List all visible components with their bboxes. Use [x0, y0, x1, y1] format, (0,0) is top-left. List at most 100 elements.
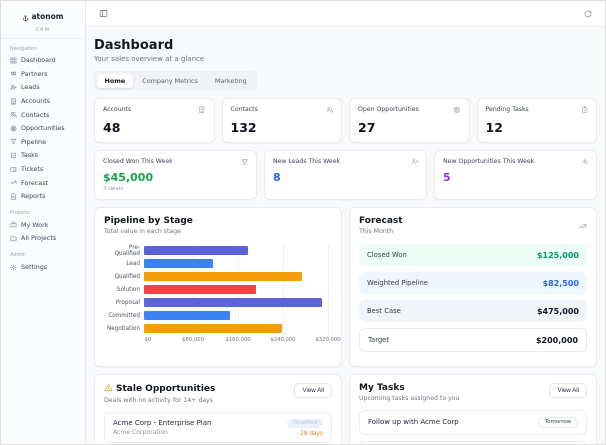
stale-panel-subtitle: Deals with no activity for 14+ days [104, 397, 213, 404]
logo: atonom CRM [1, 1, 85, 39]
sidebar-item-all-projects[interactable]: All Projects [1, 232, 85, 246]
chart-bars: Pre-Qualified Lead Qualified Solution Propos… [104, 244, 332, 335]
settings-icon [10, 263, 17, 271]
x-tick-label: $240,000 [270, 337, 296, 343]
chart-category-label: Qualified [114, 273, 140, 280]
week-card-label: New Opportunities This Week [443, 157, 535, 165]
forecast-panel: Forecast This Month Closed Won $125,000 We… [349, 207, 597, 367]
my-tasks-list: Follow up with Acme Corp Tomorrow Prepare … [359, 410, 587, 444]
file-text-icon [11, 193, 16, 200]
sidebar-item-label: Partners [21, 69, 48, 78]
funnel-icon [10, 139, 17, 145]
sidebar-item-pipeline[interactable]: Pipeline [1, 135, 85, 149]
forecast-row-label: Weighted Pipeline [367, 279, 428, 287]
days-stale: 29 days [300, 430, 323, 437]
chart-row-negotiation: Negotiation [104, 322, 332, 335]
stale-view-all-button[interactable]: View All [294, 383, 332, 398]
task-name: Follow up with Acme Corp [368, 418, 459, 427]
forecast-panel-subtitle: This Month [359, 228, 394, 235]
sparkles-icon [581, 158, 588, 164]
sidebar-item-tickets[interactable]: Tickets [1, 162, 85, 176]
panel-left-icon [99, 10, 108, 17]
sidebar-item-settings[interactable]: Settings [1, 260, 85, 274]
chart-bar-qualified [144, 271, 303, 282]
forecast-row-value: $82,500 [542, 278, 579, 288]
sidebar-item-leads[interactable]: Leads [1, 81, 85, 95]
logo-name: atonom [31, 12, 64, 21]
sidebar-item-dashboard[interactable]: Dashboard [1, 54, 85, 68]
chart-row-pre-qualified: Pre-Qualified [104, 244, 332, 257]
sidebar-item-label: Reports [21, 192, 46, 201]
sidebar-item-label: Settings [21, 263, 48, 272]
stale-opportunity-item-acme-corp-enterprise-plan[interactable]: Acme Corp - Enterprise Plan Acme Corporat… [104, 412, 332, 444]
stat-card-value: 132 [230, 119, 257, 135]
stat-card-label: Contacts [230, 106, 258, 113]
sidebar-toggle-button[interactable] [97, 4, 110, 23]
sidebar-item-tasks[interactable]: Tasks [1, 149, 85, 163]
sidebar-item-label: Leads [21, 83, 40, 92]
sidebar-item-partners[interactable]: Partners [1, 67, 85, 81]
check-square-icon [10, 152, 17, 159]
stat-card-pending-tasks: Pending Tasks 12 [476, 98, 597, 143]
sidebar-item-accounts[interactable]: Accounts [1, 94, 85, 108]
ticket-icon [10, 167, 17, 172]
my-tasks-panel: My Tasks Upcoming tasks assigned to you … [349, 374, 597, 444]
stat-card-accounts: Accounts 48 [94, 98, 215, 143]
tab-company-metrics[interactable]: Company Metrics [142, 76, 198, 85]
refresh-icon [584, 6, 592, 21]
sidebar-item-label: My Work [21, 220, 49, 229]
pipeline-by-stage-chart: Pre-Qualified Lead Qualified Solution Propos… [104, 244, 341, 347]
tab-home[interactable]: Home [96, 73, 134, 88]
users-icon [326, 107, 333, 113]
forecast-row-best-case: Best Case $475,000 [359, 300, 587, 322]
sidebar-item-label: Accounts [21, 97, 51, 106]
sidebar-item-opportunities[interactable]: Opportunities [1, 121, 85, 135]
task-item-prepare-proposal-for-techflow[interactable]: Prepare proposal for TechFlowToday [359, 440, 587, 444]
panel-left-icon [99, 6, 108, 21]
tab-marketing[interactable]: Marketing [214, 76, 247, 85]
sidebar-item-my-work[interactable]: My Work [1, 218, 85, 232]
task-item-follow-up-with-acme-corp[interactable]: Follow up with Acme Corp Tomorrow [359, 410, 587, 435]
chart-category-label: Solution [116, 286, 140, 293]
chart-category-label: Proposal [115, 299, 140, 306]
forecast-rows: Closed Won $125,000 Weighted Pipeline $82,5… [359, 244, 587, 352]
forecast-row-value: $125,000 [536, 250, 579, 260]
sidebar-item-label: Forecast [21, 178, 49, 187]
opportunity-company: Acme Corporation [113, 429, 169, 437]
stale-opportunities-panel: Stale Opportunities Deals with no activi… [94, 374, 342, 444]
x-tick-label: $0 [144, 337, 152, 343]
refresh-icon [584, 10, 592, 18]
briefcase-icon [10, 221, 17, 228]
nav-section-label-navigation: Navigation [10, 45, 37, 52]
task-due-badge: Tomorrow [537, 416, 578, 429]
chart-bar-proposal [144, 297, 323, 308]
sidebar-item-reports[interactable]: Reports [1, 189, 85, 203]
sidebar-item-forecast[interactable]: Forecast [1, 176, 85, 190]
week-card-value: 5 [443, 171, 451, 184]
refresh-button[interactable] [582, 4, 594, 23]
chart-x-axis: $0 $80,000 $160,000 $240,000 $320,000 [144, 337, 341, 347]
stale-panel-title: Stale Opportunities [116, 384, 216, 394]
chart-row-proposal: Proposal [104, 296, 332, 309]
nav-section-label-admin: Admin [10, 252, 26, 259]
sidebar-item-label: Opportunities [21, 124, 65, 133]
chart-row-committed: Committed [104, 309, 332, 322]
page-title: Dashboard [94, 38, 174, 53]
dashboard-content: Dashboard Your sales overview at a glanc… [86, 27, 605, 444]
chart-category-label: Committed [108, 312, 140, 319]
tasks-view-all-button[interactable]: View All [549, 383, 587, 398]
tasks-panel-subtitle: Upcoming tasks assigned to you [359, 395, 460, 402]
logo-icon [22, 7, 29, 26]
week-cards-row: Closed Won This Week $45,000 3 deals New Le… [94, 149, 597, 200]
week-card-closed-won-this-week: Closed Won This Week $45,000 3 deals [94, 149, 257, 200]
stat-cards-row: Accounts 48 Contacts 132 Open Opportunities 2… [94, 98, 597, 143]
logo-subtitle: CRM [35, 27, 51, 33]
forecast-row-label: Best Case [367, 307, 401, 315]
stat-card-value: 48 [103, 119, 121, 135]
clipboard-check-icon [581, 106, 587, 113]
forecast-row-weighted-pipeline: Weighted Pipeline $82,500 [359, 272, 587, 294]
sidebar: atonom CRM Navigation Dashboard Partners Le… [1, 1, 86, 444]
sidebar-item-contacts[interactable]: Contacts [1, 108, 85, 122]
alert-triangle-icon [104, 383, 113, 395]
